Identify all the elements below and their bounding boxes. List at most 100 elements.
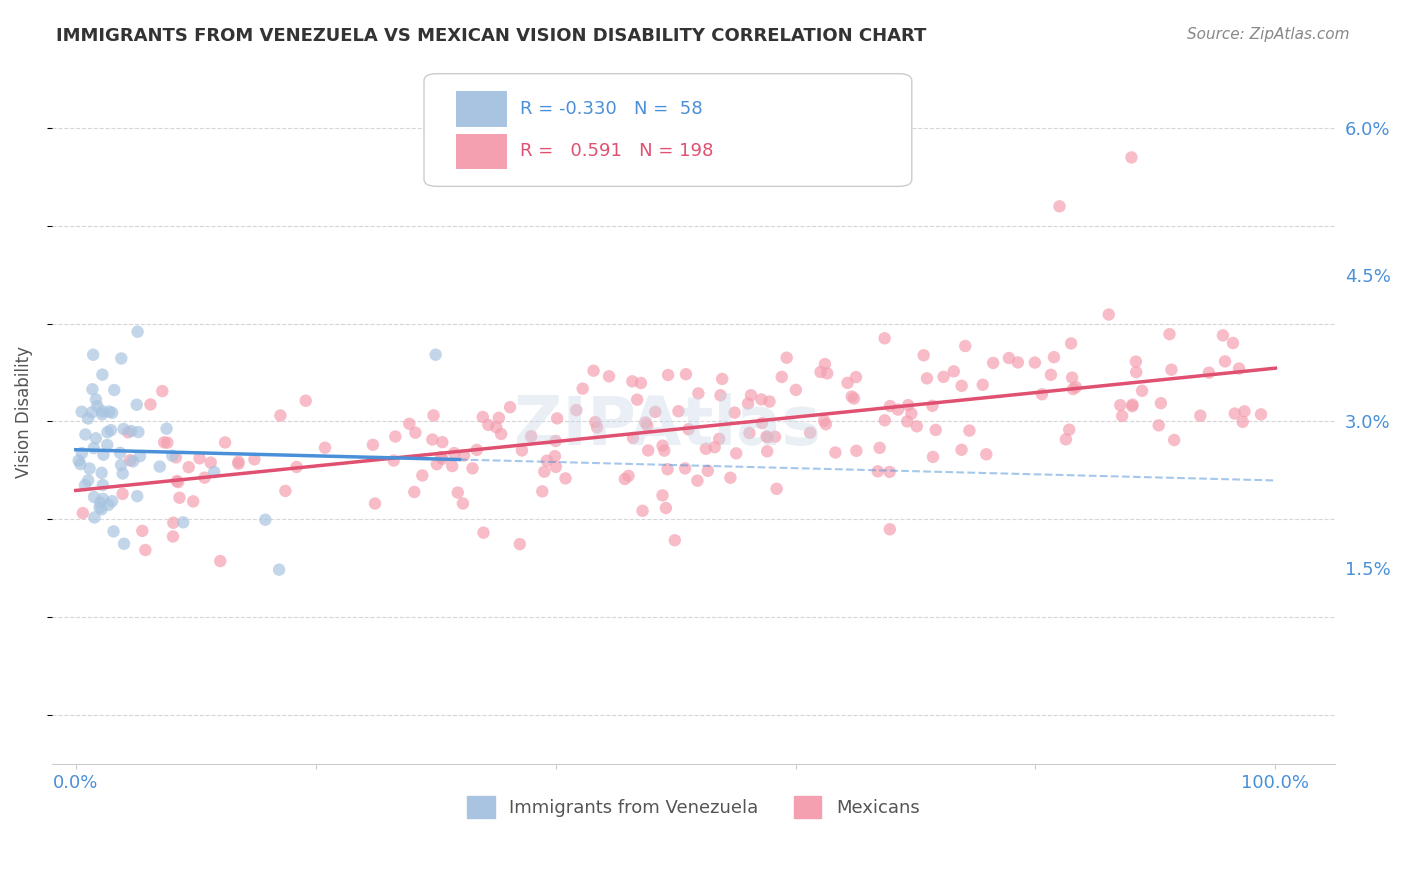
Mexicans: [489, 427, 512, 442]
Mexicans: [177, 460, 200, 475]
Mexicans: [1189, 409, 1212, 423]
Immigrants from Venezuela: [86, 399, 108, 413]
Mexicans: [912, 348, 935, 362]
Mexicans: [509, 537, 531, 551]
Mexicans: [1031, 387, 1053, 401]
Mexicans: [814, 417, 837, 432]
Mexicans: [565, 403, 588, 417]
Immigrants from Venezuela: [90, 466, 112, 480]
Mexicans: [398, 417, 420, 431]
Mexicans: [631, 504, 654, 518]
Mexicans: [1121, 398, 1143, 412]
Mexicans: [621, 374, 644, 388]
Mexicans: [755, 429, 778, 443]
Mexicans: [598, 369, 620, 384]
Mexicans: [613, 472, 636, 486]
Mexicans: [1250, 408, 1272, 422]
Mexicans: [411, 468, 433, 483]
Mexicans: [873, 331, 896, 345]
Mexicans: [536, 454, 558, 468]
Mexicans: [621, 431, 644, 445]
Mexicans: [765, 482, 787, 496]
Mexicans: [131, 524, 153, 538]
Immigrants from Venezuela: [82, 382, 104, 396]
Mexicans: [510, 443, 533, 458]
Mexicans: [1232, 415, 1254, 429]
Immigrants from Venezuela: [83, 441, 105, 455]
Mexicans: [165, 450, 187, 465]
Mexicans: [465, 442, 488, 457]
Immigrants from Venezuela: [122, 454, 145, 468]
Mexicans: [1049, 199, 1071, 213]
Mexicans: [657, 462, 679, 476]
Legend: Immigrants from Venezuela, Mexicans: Immigrants from Venezuela, Mexicans: [460, 789, 927, 825]
Text: R = -0.330   N =  58: R = -0.330 N = 58: [520, 100, 703, 118]
Mexicans: [422, 409, 444, 423]
Mexicans: [634, 416, 657, 430]
Mexicans: [756, 444, 779, 458]
Mexicans: [1159, 327, 1181, 342]
Mexicans: [214, 435, 236, 450]
Mexicans: [709, 432, 731, 446]
Mexicans: [1043, 350, 1066, 364]
Mexicans: [167, 475, 190, 489]
Mexicans: [1060, 336, 1083, 351]
Mexicans: [1109, 398, 1132, 412]
Immigrants from Venezuela: [103, 524, 125, 539]
Immigrants from Venezuela: [84, 392, 107, 407]
Immigrants from Venezuela: [108, 446, 131, 460]
Mexicans: [228, 457, 250, 471]
Mexicans: [546, 411, 568, 425]
Mexicans: [814, 357, 837, 371]
Mexicans: [404, 485, 426, 500]
Immigrants from Venezuela: [77, 411, 100, 425]
Mexicans: [404, 425, 426, 440]
Mexicans: [531, 484, 554, 499]
Immigrants from Venezuela: [172, 516, 194, 530]
Mexicans: [117, 425, 139, 440]
Mexicans: [485, 420, 508, 434]
Mexicans: [488, 410, 510, 425]
Mexicans: [740, 388, 762, 402]
Immigrants from Venezuela: [73, 478, 96, 492]
Mexicans: [972, 377, 994, 392]
Mexicans: [520, 429, 543, 443]
Mexicans: [314, 441, 336, 455]
Mexicans: [688, 386, 710, 401]
Mexicans: [644, 405, 666, 419]
Mexicans: [1054, 432, 1077, 446]
Immigrants from Venezuela: [129, 449, 152, 463]
Mexicans: [471, 409, 494, 424]
Mexicans: [583, 415, 606, 429]
Mexicans: [785, 383, 807, 397]
Mexicans: [1160, 362, 1182, 376]
Mexicans: [751, 416, 773, 430]
Immigrants from Venezuela: [89, 496, 111, 510]
Immigrants from Venezuela: [93, 448, 115, 462]
Immigrants from Venezuela: [83, 490, 105, 504]
Mexicans: [1150, 396, 1173, 410]
Mexicans: [686, 474, 709, 488]
Mexicans: [153, 435, 176, 450]
Mexicans: [675, 368, 697, 382]
Mexicans: [626, 392, 648, 407]
Mexicans: [432, 451, 454, 466]
Immigrants from Venezuela: [120, 424, 142, 438]
Mexicans: [1212, 328, 1234, 343]
Mexicans: [477, 417, 499, 432]
Mexicans: [925, 423, 948, 437]
Mexicans: [873, 413, 896, 427]
Immigrants from Venezuela: [82, 348, 104, 362]
Mexicans: [499, 400, 522, 414]
Mexicans: [651, 488, 673, 502]
Mexicans: [162, 529, 184, 543]
Mexicans: [950, 442, 973, 457]
Text: ZIPAtlas: ZIPAtlas: [515, 392, 821, 458]
Mexicans: [447, 485, 470, 500]
Immigrants from Venezuela: [425, 348, 447, 362]
Mexicans: [751, 392, 773, 407]
Immigrants from Venezuela: [80, 405, 103, 419]
Mexicans: [461, 461, 484, 475]
Mexicans: [636, 418, 658, 433]
Mexicans: [1125, 365, 1147, 379]
